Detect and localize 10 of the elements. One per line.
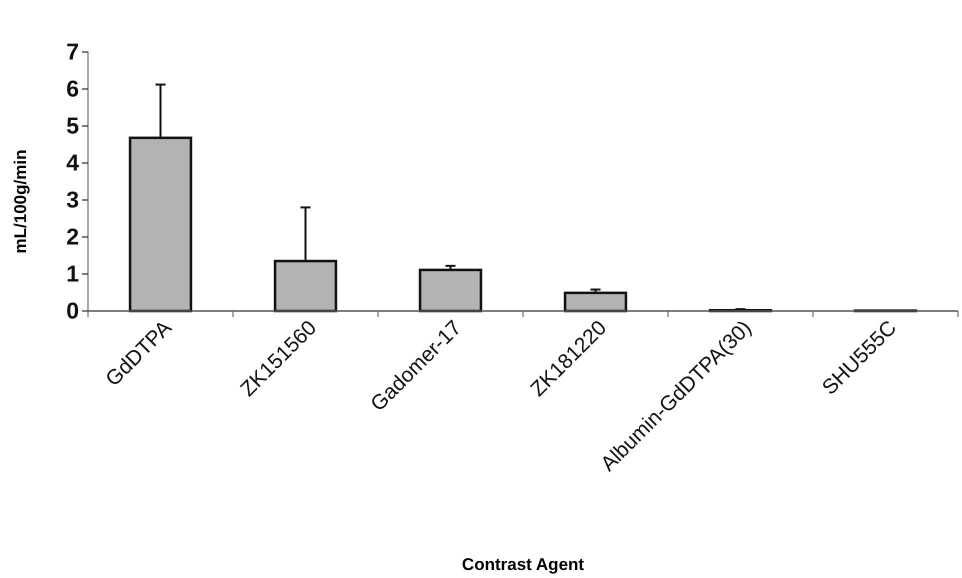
y-tick-label: 2 [66,223,79,250]
y-tick-label: 1 [66,260,80,286]
y-tick-label: 5 [66,112,80,138]
y-tick-label: 7 [66,38,79,64]
y-tick-label: 3 [66,186,79,212]
y-tick-label: 6 [66,75,79,102]
x-axis-title: Contrast Agent [462,555,584,574]
y-axis-title: mL/100g/min [11,150,30,254]
y-tick-label: 4 [66,149,80,176]
y-tick-label: 0 [66,297,79,324]
